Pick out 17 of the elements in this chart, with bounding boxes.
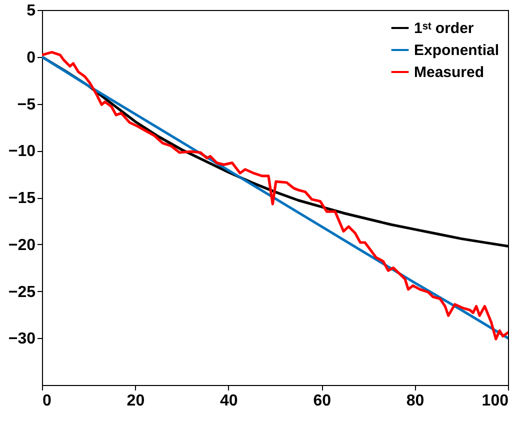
x-tick-label: 100 — [482, 392, 509, 410]
y-tick-label: 5 — [26, 2, 36, 20]
y-tick-label: −5 — [17, 96, 36, 114]
x-tick-label: 40 — [220, 392, 238, 410]
legend-label: 1ˢᵗ order — [414, 20, 474, 37]
y-tick-label: 0 — [26, 49, 36, 66]
y-tick-label: −10 — [8, 143, 36, 160]
x-tick-label: 80 — [406, 392, 424, 410]
y-tick-label: −25 — [8, 284, 36, 301]
legend-label: Measured — [414, 64, 484, 81]
x-tick-label: 60 — [313, 392, 332, 410]
x-tick-label: 0 — [42, 392, 52, 410]
y-tick-label: −15 — [8, 190, 36, 207]
x-tick-label: 20 — [126, 392, 145, 410]
y-tick-label: −30 — [8, 330, 36, 348]
y-tick-label: −20 — [8, 236, 36, 254]
legend-label: Exponential — [414, 42, 500, 59]
